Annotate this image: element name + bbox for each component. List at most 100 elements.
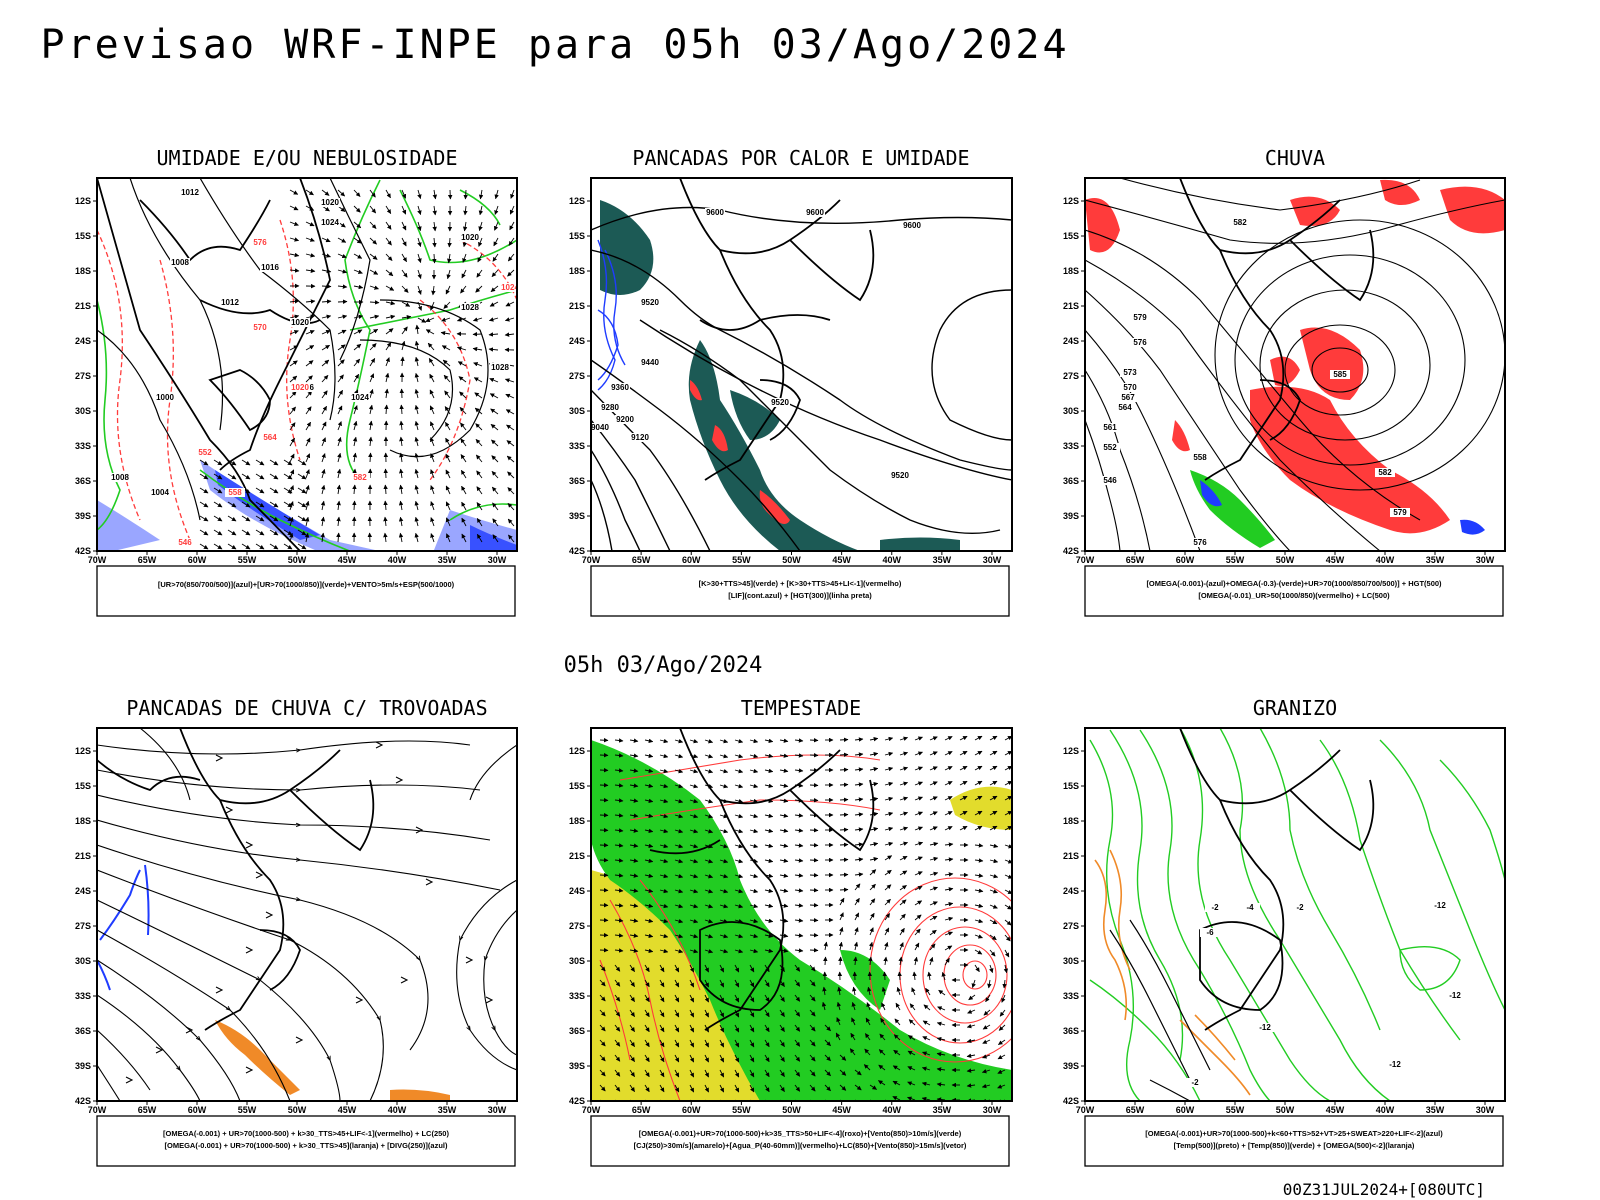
- wind-arrow: [967, 1009, 976, 1014]
- wind-arrow: [385, 253, 393, 261]
- wind-arrow: [878, 1049, 886, 1056]
- wind-arrow: [974, 795, 983, 801]
- wind-arrow: [704, 889, 714, 894]
- wind-arrow: [734, 828, 744, 834]
- wind-arrow: [401, 326, 408, 335]
- wind-arrow: [398, 516, 404, 527]
- wind-arrow: [383, 468, 388, 479]
- wind-arrow: [839, 1084, 847, 1091]
- wind-arrow: [734, 888, 744, 894]
- wind-arrow: [989, 765, 998, 771]
- wind-arrow: [289, 221, 299, 226]
- wind-arrow: [659, 933, 669, 939]
- wind-arrow: [719, 783, 729, 789]
- wind-arrow: [929, 943, 936, 951]
- wind-arrow: [289, 406, 296, 415]
- wind-arrow: [719, 753, 729, 759]
- wind-arrow: [974, 843, 984, 848]
- wind-arrow: [839, 752, 849, 757]
- lon-tick-label: 60W: [682, 555, 701, 565]
- wind-arrow: [401, 301, 411, 307]
- wind-arrow: [599, 1039, 606, 1047]
- wind-arrow: [966, 1053, 976, 1058]
- panel-pancadas-calor: PANCADAS POR CALOR E UMIDADE: [569, 146, 1013, 617]
- wind-vectors: [599, 735, 1012, 1101]
- wind-arrow: [689, 964, 695, 973]
- mid-date-label: 05h 03/Ago/2024: [564, 653, 763, 678]
- wind-arrow: [989, 934, 997, 941]
- wind-arrow: [719, 1009, 725, 1018]
- wind-arrow: [629, 903, 639, 908]
- wind-arrow: [241, 501, 251, 508]
- wind-arrow: [199, 473, 209, 480]
- wind-arrow: [1004, 780, 1012, 786]
- wind-arrow: [337, 452, 342, 463]
- wind-arrow: [289, 189, 299, 195]
- wind-arrow: [974, 810, 983, 816]
- lat-tick-label: 42S: [569, 546, 585, 556]
- wind-arrow: [837, 986, 842, 996]
- wind-arrow: [297, 473, 307, 480]
- wind-arrow: [241, 543, 251, 550]
- lat-tick-label: 21S: [1063, 851, 1079, 861]
- wind-arrow: [476, 518, 483, 527]
- wind-arrow: [629, 858, 639, 863]
- wind-arrow: [884, 869, 892, 876]
- streamline-arrowhead: [255, 871, 264, 879]
- wind-arrow: [385, 300, 396, 306]
- wind-arrow: [629, 1009, 635, 1017]
- wind-arrow: [854, 872, 864, 877]
- wind-arrow: [884, 781, 894, 787]
- wind-arrow: [629, 888, 639, 893]
- wind-arrow: [336, 532, 341, 543]
- wind-arrow: [734, 1069, 740, 1078]
- lat-tick-label: 21S: [569, 301, 585, 311]
- wind-arrow: [508, 534, 515, 543]
- lat-tick-label: 36S: [1063, 1026, 1079, 1036]
- streamline-arrowhead: [400, 976, 409, 984]
- wind-arrow: [689, 994, 695, 1003]
- wind-arrow: [461, 501, 467, 511]
- wind-arrow: [822, 986, 827, 996]
- wind-arrow: [824, 1054, 831, 1062]
- wind-arrow: [321, 314, 332, 319]
- wind-arrow: [476, 502, 483, 511]
- wind-arrow: [283, 487, 293, 494]
- wind-arrow: [476, 486, 483, 495]
- wind-arrow: [369, 205, 377, 214]
- wind-arrow: [794, 738, 804, 743]
- wind-arrow: [336, 500, 341, 511]
- contour-label: 1020: [291, 318, 309, 327]
- wind-arrow: [854, 927, 859, 936]
- wind-arrow: [824, 1039, 831, 1047]
- wind-arrow: [689, 798, 699, 804]
- wind-arrow: [749, 738, 759, 744]
- wind-arrow: [659, 843, 669, 849]
- wind-arrow: [809, 843, 819, 848]
- wind-arrow: [478, 205, 484, 216]
- wind-arrow: [937, 1006, 946, 1011]
- contour-label: 9280: [601, 403, 619, 412]
- wind-arrow: [893, 1034, 901, 1041]
- wind-arrow: [289, 453, 295, 463]
- wind-arrow: [779, 1054, 785, 1062]
- wind-arrow: [674, 1009, 680, 1018]
- wind-arrow: [1004, 904, 1012, 910]
- wind-arrow: [506, 424, 515, 431]
- wind-arrow: [644, 1069, 650, 1078]
- wind-arrow: [1004, 825, 1012, 831]
- wind-arrow: [779, 738, 789, 743]
- caption-line: [OMEGA(-0.001)+UR>70(1000-500)+k>35_TTS>…: [639, 1129, 962, 1138]
- wind-arrow: [199, 543, 209, 550]
- wind-arrow: [414, 388, 419, 399]
- teal-region: [600, 200, 960, 551]
- wind-arrow: [614, 1009, 621, 1017]
- wind-arrow: [385, 285, 395, 291]
- wind-arrow: [297, 501, 307, 508]
- wind-arrow: [749, 933, 759, 939]
- streamline-arrowhead: [485, 996, 494, 1004]
- wind-arrow: [401, 315, 412, 320]
- wind-arrow: [794, 933, 804, 938]
- contour-label: 1004: [151, 488, 169, 497]
